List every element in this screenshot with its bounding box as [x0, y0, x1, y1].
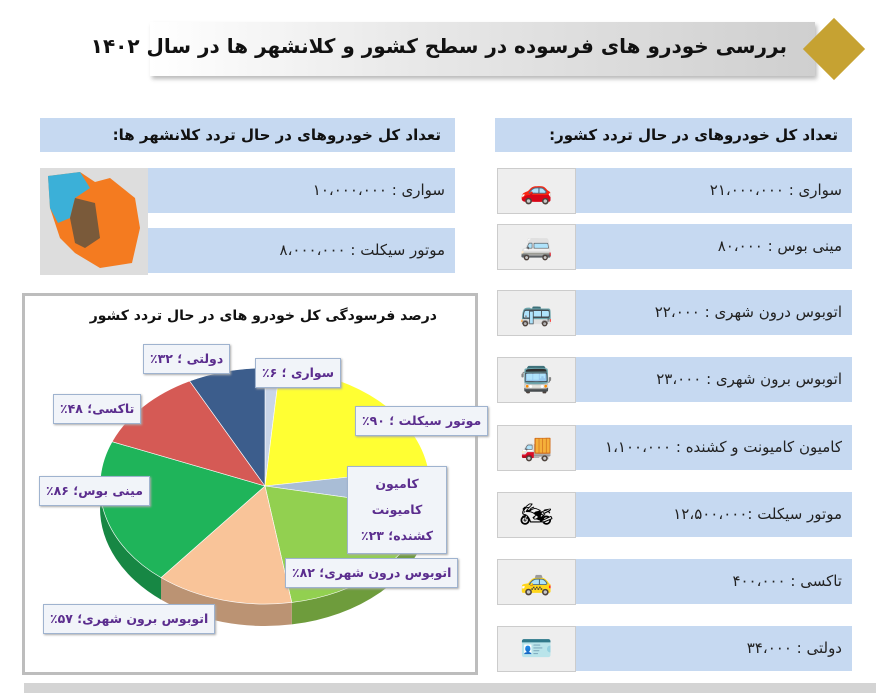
iran-map-icon: [40, 168, 148, 275]
country-header: تعداد کل خودروهای در حال تردد کشور:: [495, 118, 852, 152]
license-plate-icon: 🪪: [497, 626, 576, 672]
metro-row-car: سواری : ۱۰،۰۰۰،۰۰۰: [148, 168, 455, 213]
metro-header: تعداد کل خودروهای در حال تردد کلانشهر ها…: [40, 118, 455, 152]
country-row: سواری : ۲۱،۰۰۰،۰۰۰: [576, 168, 852, 213]
data-label: تاکسی؛ ۴۸٪: [53, 394, 142, 424]
pie-slice: [160, 485, 293, 605]
country-row: اتوبوس درون شهری : ۲۲،۰۰۰: [576, 290, 852, 335]
country-row: دولتی : ۳۴،۰۰۰: [576, 626, 852, 671]
bottom-divider: [24, 683, 876, 693]
country-row: کامیون کامیونت و کشنده : ۱،۱۰۰،۰۰۰: [576, 425, 852, 470]
chart-title: درصد فرسودگی کل خودرو های در حال تردد کش…: [89, 308, 437, 324]
pie-chart: درصد فرسودگی کل خودرو های در حال تردد کش…: [22, 293, 489, 675]
country-row: موتور سیکلت :۱۲،۵۰۰،۰۰۰: [576, 492, 852, 537]
metro-row-motorcycle: موتور سیکلت : ۸،۰۰۰،۰۰۰: [148, 228, 455, 273]
page-title: بررسی خودرو های فرسوده در سطح کشور و کلا…: [90, 34, 787, 58]
data-label: اتوبوس برون شهری؛ ۵۷٪: [43, 604, 216, 634]
car-icon: 🚗: [497, 168, 576, 214]
coach-bus-icon: 🚍: [497, 357, 576, 403]
country-row: مینی بوس : ۸۰،۰۰۰: [576, 224, 852, 269]
motorcycle-icon: 🏍: [497, 492, 576, 538]
data-label: اتوبوس درون شهری؛ ۸۲٪: [285, 558, 459, 588]
truck-icon: 🚚: [497, 425, 576, 471]
pie-slice: [111, 380, 266, 487]
data-label: سواری ؛ ۶٪: [255, 358, 342, 388]
data-label: مینی بوس؛ ۸۶٪: [39, 476, 150, 506]
taxi-icon: 🚕: [497, 559, 576, 605]
data-label: کامیون کامیونت کشنده؛ ۲۳٪: [347, 466, 447, 554]
title-banner: بررسی خودرو های فرسوده در سطح کشور و کلا…: [91, 22, 815, 76]
pie-slice: [99, 441, 266, 578]
city-bus-icon: 🚌: [497, 290, 576, 336]
pie-slice-side: [100, 486, 162, 600]
country-row: اتوبوس برون شهری : ۲۳،۰۰۰: [576, 357, 852, 402]
data-label: دولتی ؛ ۳۲٪: [143, 344, 231, 374]
minibus-icon: 🚐: [497, 224, 576, 270]
country-row: تاکسی : ۴۰۰،۰۰۰: [576, 559, 852, 604]
data-label: موتور سیکلت ؛ ۹۰٪: [355, 406, 489, 436]
